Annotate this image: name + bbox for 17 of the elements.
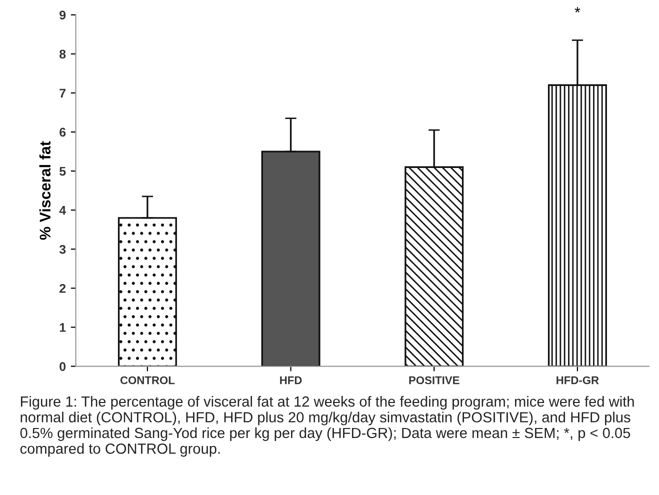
x-tick-label: POSITIVE: [409, 376, 460, 384]
caption: Figure 1: The percentage of visceral fat at 12 weeks of the feeding program; mice were fed with normal diet (CONTROL), HFD, HFD plus 20 mg/kg/day simvastatin (POSITIVE), and HFD plus 0.5% germinated Sang-Yod rice per kg per day (HFD-GR); Data were mean ± SEM; *, p < 0.05 compared to CONTROL group.: [20, 396, 634, 457]
y-tick-label: 2: [60, 284, 66, 293]
y-tick-label: 9: [60, 10, 66, 20]
y-tick-label: 3: [59, 244, 66, 254]
y-tick-label: 8: [60, 50, 66, 59]
y-tick-label: 1: [60, 323, 66, 332]
x-tick-label: HFD-GR: [556, 376, 599, 384]
y-tick-label: 0: [60, 362, 66, 371]
y-axis-title: % Visceral fat: [39, 141, 51, 240]
y-tick-label: 7: [60, 88, 66, 98]
annotation: *: [574, 7, 580, 12]
y-tick-label: 4: [59, 206, 66, 215]
y-tick-label: 6: [60, 128, 66, 137]
x-tick-label: CONTROL: [120, 376, 175, 384]
y-tick-label: 5: [59, 166, 66, 176]
x-tick-label: HFD: [280, 376, 302, 384]
